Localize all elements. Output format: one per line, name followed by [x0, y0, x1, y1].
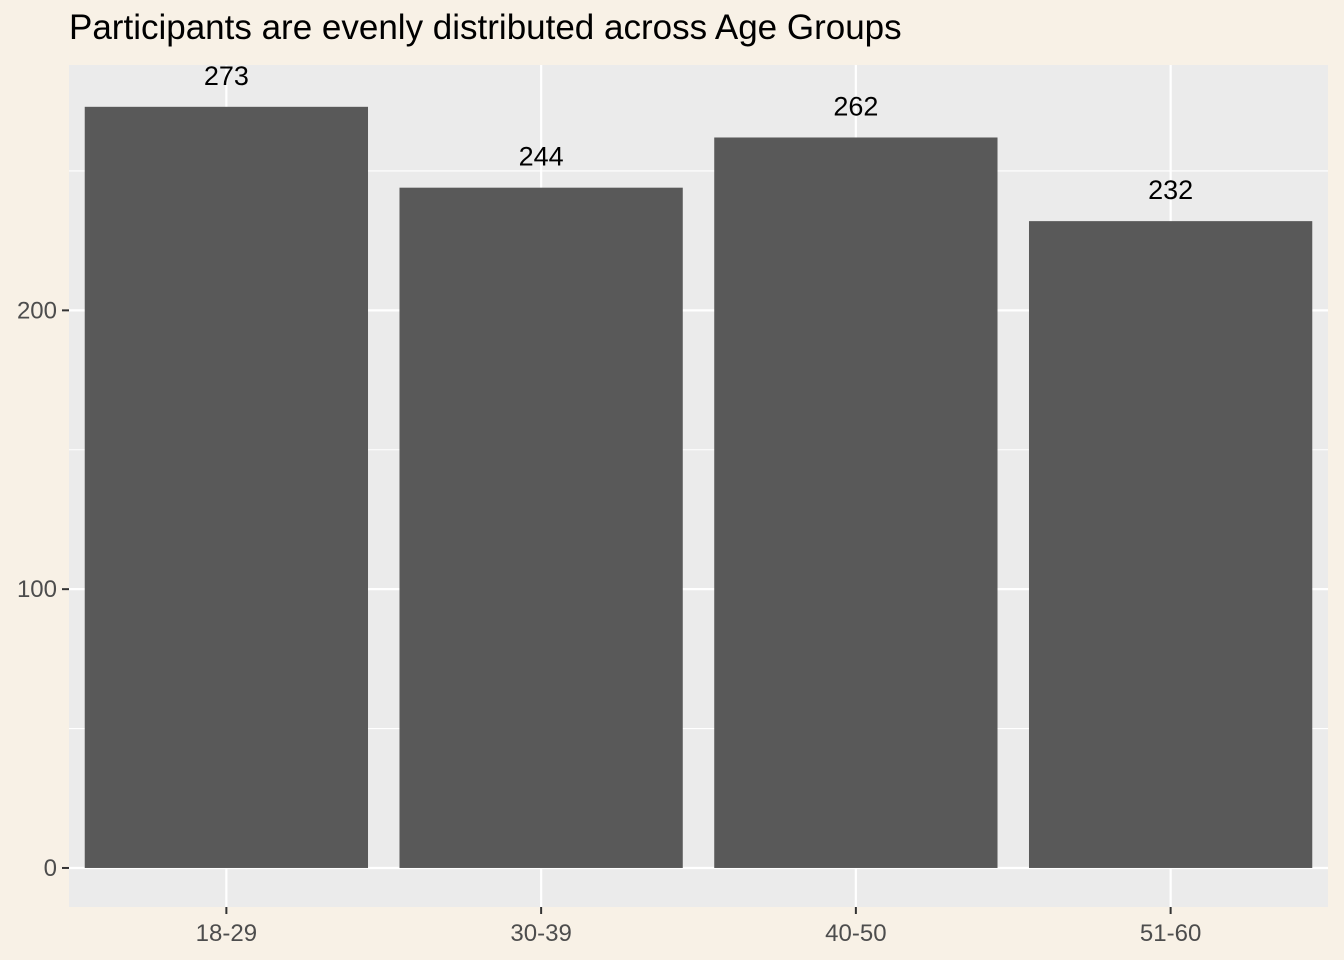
y-tick-label: 100	[17, 576, 57, 603]
data-label: 262	[833, 91, 878, 121]
data-label: 273	[204, 61, 249, 91]
x-tick-label: 40-50	[825, 920, 886, 947]
data-label: 244	[519, 142, 564, 172]
x-tick-label: 30-39	[510, 920, 571, 947]
y-tick-label: 200	[17, 297, 57, 324]
bar-51-60	[1028, 221, 1313, 868]
chart-title: Participants are evenly distributed acro…	[69, 8, 902, 47]
bar-40-50	[714, 137, 998, 868]
data-label: 232	[1148, 175, 1193, 205]
x-tick-label: 18-29	[196, 920, 257, 947]
bar-18-29	[84, 106, 369, 868]
x-tick-label: 51-60	[1140, 920, 1201, 947]
y-tick-label: 0	[44, 855, 57, 882]
bar-30-39	[399, 187, 683, 868]
